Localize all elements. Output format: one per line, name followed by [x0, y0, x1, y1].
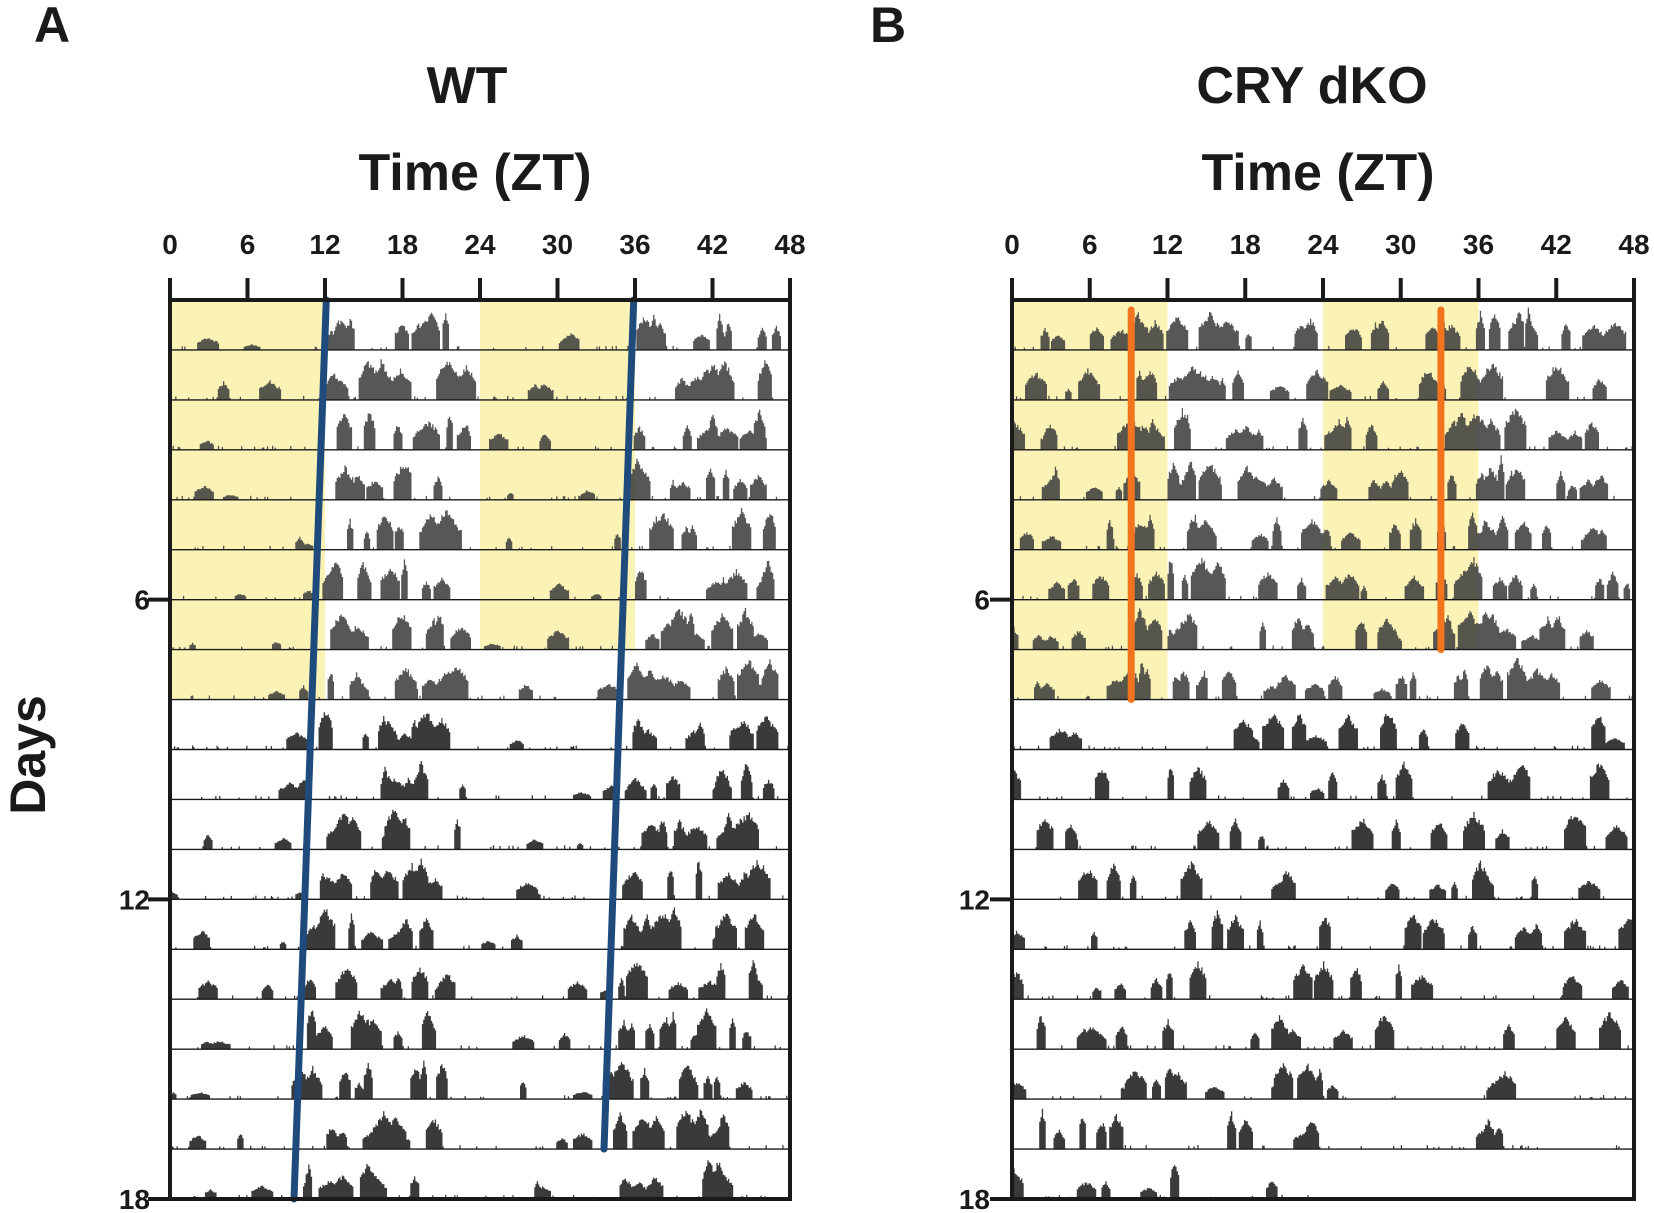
panel-title-cry-dko: CRY dKO — [1196, 57, 1427, 115]
activity-row-13 — [170, 907, 790, 950]
activity-row-6 — [1012, 557, 1634, 600]
x-axis-title-wt: Time (ZT) — [358, 144, 591, 202]
activity-row-16 — [1012, 1063, 1634, 1100]
activity-row-2 — [1012, 363, 1634, 400]
activity-row-17 — [1012, 1108, 1634, 1150]
x-tick-label-30: 30 — [1385, 229, 1416, 260]
activity-row-15 — [1012, 1012, 1634, 1050]
activity-row-18 — [170, 1160, 790, 1199]
x-tick-label-0: 0 — [1004, 229, 1020, 260]
x-tick-label-36: 36 — [619, 229, 650, 260]
activity-row-14 — [1012, 961, 1634, 1000]
activity-row-15 — [170, 1008, 790, 1050]
x-tick-label-18: 18 — [1230, 229, 1261, 260]
activity-row-1 — [1012, 307, 1634, 350]
y-tick-labels: 6 12 18 — [959, 585, 1012, 1213]
x-axis-title-cry-dko: Time (ZT) — [1201, 144, 1434, 202]
activity-row-3 — [1012, 408, 1634, 450]
y-tick-label-6: 6 — [974, 585, 990, 616]
x-tick-label-36: 36 — [1463, 229, 1494, 260]
activity-row-4 — [170, 458, 790, 500]
activity-row-10 — [1012, 761, 1634, 800]
y-tick-label-12: 12 — [119, 884, 150, 915]
y-tick-labels: 6 12 18 — [119, 585, 170, 1213]
x-tick-label-30: 30 — [542, 229, 573, 260]
x-tick-label-6: 6 — [1082, 229, 1098, 260]
x-tick-label-12: 12 — [309, 229, 340, 260]
activity-row-8 — [1012, 658, 1634, 700]
activity-traces — [170, 312, 790, 1199]
activity-row-17 — [170, 1109, 790, 1150]
x-tick-labels: 0 6 12 18 24 30 36 42 48 — [162, 229, 806, 300]
onset-fit-line-onset-left — [290, 296, 330, 1203]
x-tick-labels: 0 6 12 18 24 30 36 42 48 — [1004, 229, 1650, 300]
onset-fit-line-onset-right — [600, 296, 638, 1153]
activity-row-10 — [170, 761, 790, 800]
x-tick-label-42: 42 — [1541, 229, 1572, 260]
panel-label-b: B — [870, 0, 906, 53]
y-tick-label-6: 6 — [134, 585, 150, 616]
activity-row-5 — [1012, 512, 1634, 550]
activity-row-5 — [170, 507, 790, 550]
activity-row-11 — [1012, 811, 1634, 850]
actogram-panel-wt: WT Time (ZT) 0 6 12 18 24 30 36 42 48 6 12 18 — [119, 57, 806, 1213]
activity-row-9 — [1012, 713, 1634, 750]
actogram-panel-cry-dko: CRY dKO Time (ZT) 0 6 12 18 24 30 36 42 48 6 12 18 — [959, 57, 1650, 1213]
activity-row-14 — [170, 960, 790, 1000]
x-tick-label-12: 12 — [1152, 229, 1183, 260]
x-tick-label-18: 18 — [387, 229, 418, 260]
activity-row-7 — [170, 607, 790, 650]
axes — [168, 298, 792, 1201]
panel-title-wt: WT — [427, 57, 508, 115]
activity-row-7 — [1012, 608, 1634, 650]
activity-row-3 — [170, 409, 790, 450]
y-tick-label-18: 18 — [959, 1184, 990, 1213]
x-tick-label-42: 42 — [697, 229, 728, 260]
x-tick-label-24: 24 — [464, 229, 496, 260]
activity-row-8 — [170, 659, 790, 700]
x-tick-label-24: 24 — [1307, 229, 1339, 260]
activity-row-4 — [1012, 455, 1634, 500]
y-tick-label-18: 18 — [119, 1184, 150, 1213]
activity-row-18 — [1012, 1165, 1323, 1199]
activity-row-9 — [170, 712, 790, 750]
activity-row-12 — [170, 858, 790, 900]
y-tick-label-12: 12 — [959, 884, 990, 915]
x-tick-label-48: 48 — [774, 229, 805, 260]
activity-row-13 — [1012, 910, 1634, 950]
row-baselines — [170, 349, 790, 1200]
y-axis-label: Days — [0, 695, 56, 815]
activity-row-11 — [170, 809, 790, 850]
x-tick-label-48: 48 — [1618, 229, 1649, 260]
activity-traces — [1012, 307, 1634, 1199]
activity-row-16 — [170, 1060, 790, 1100]
onset-fit-lines — [1127, 306, 1445, 704]
x-tick-label-0: 0 — [162, 229, 178, 260]
activity-row-12 — [1012, 860, 1634, 900]
panel-label-a: A — [34, 0, 70, 53]
activity-row-6 — [170, 559, 790, 600]
x-tick-label-6: 6 — [240, 229, 256, 260]
onset-fit-lines — [290, 296, 638, 1203]
